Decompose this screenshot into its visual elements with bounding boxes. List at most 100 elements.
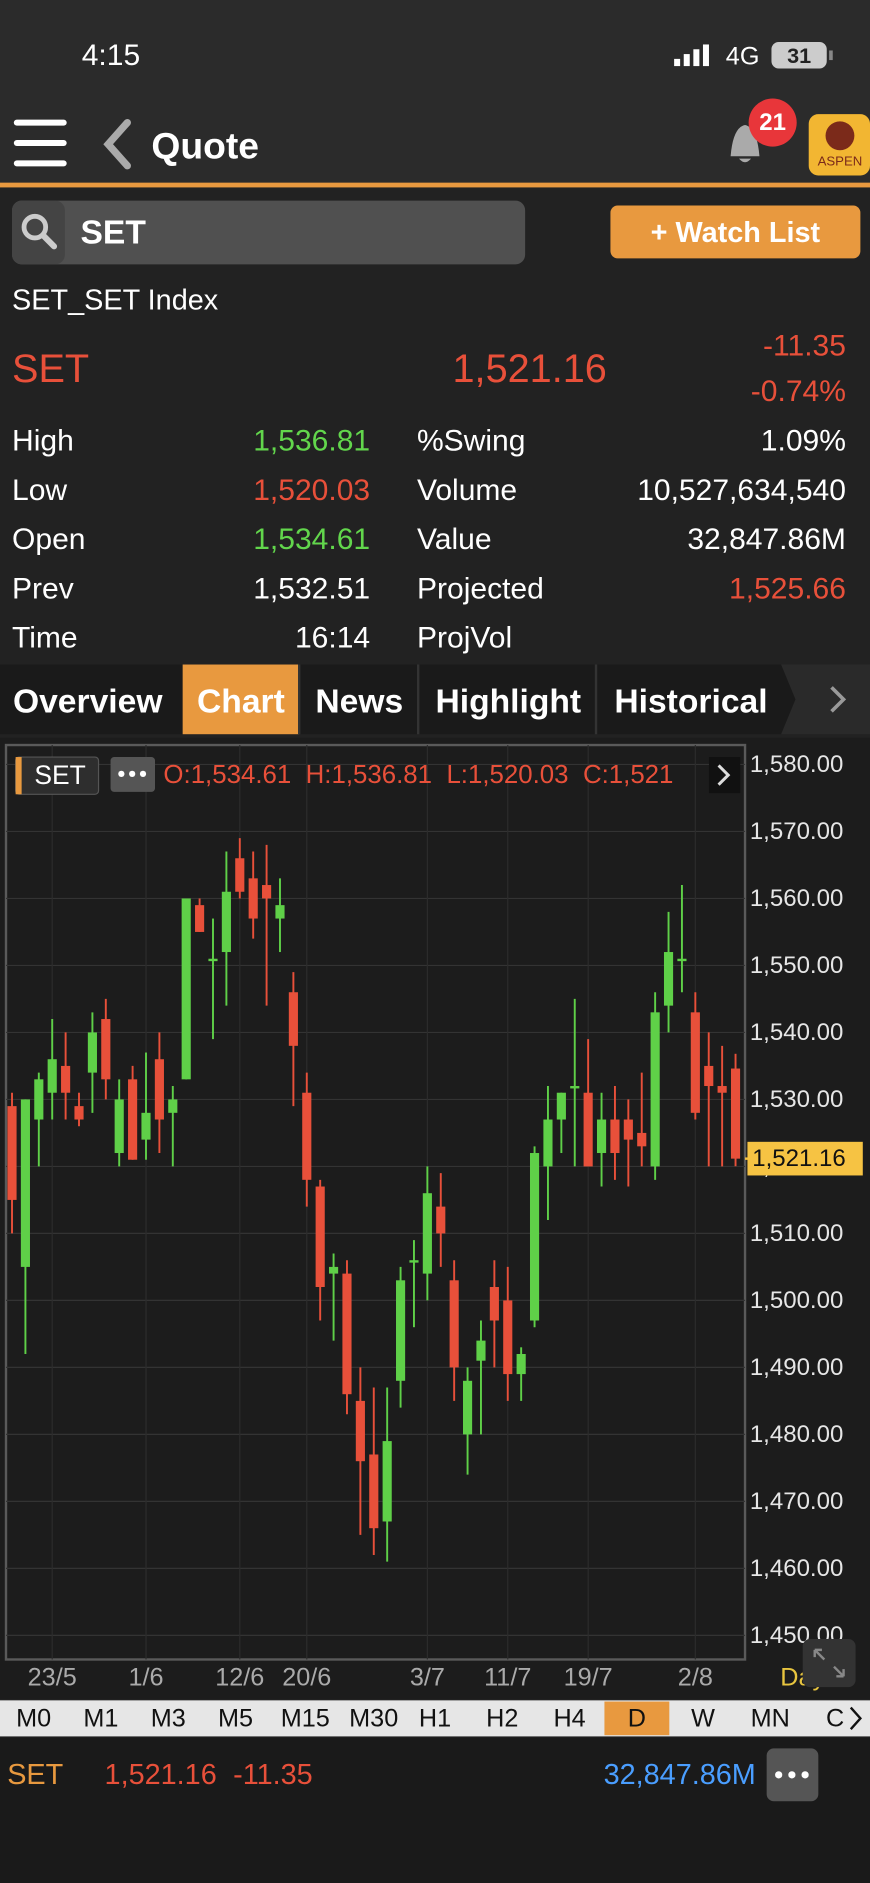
timeframe[interactable]: W <box>691 1704 715 1732</box>
search-box[interactable] <box>12 200 526 265</box>
tab-scroll-bg <box>781 664 870 735</box>
timeframe[interactable]: C <box>826 1704 844 1732</box>
footer-menu-dots <box>775 1771 809 1779</box>
candle-body <box>101 1019 111 1080</box>
timeframe[interactable]: M15 <box>281 1704 330 1732</box>
tab[interactable]: Historical <box>614 683 767 720</box>
candle-body <box>288 992 298 1046</box>
plot-frame <box>4 743 747 1661</box>
logo-text: ASPEN <box>818 154 863 169</box>
stat-label: High <box>12 425 74 458</box>
search-query[interactable]: SET <box>81 215 147 252</box>
tab-scroll-arrow[interactable] <box>830 686 847 713</box>
fullscreen-icon[interactable] <box>802 1639 856 1688</box>
candle-body <box>141 1112 151 1140</box>
menu-button[interactable] <box>13 119 67 167</box>
footer-symbol: SET <box>7 1759 63 1791</box>
candle-body <box>422 1193 432 1274</box>
footer-bg <box>0 1737 870 1883</box>
stat-value: 1.09% <box>761 425 846 458</box>
candle-body <box>476 1340 486 1361</box>
timeframe[interactable]: D <box>628 1704 646 1732</box>
candle-body <box>302 1092 312 1180</box>
candle-body <box>583 1092 593 1167</box>
tab[interactable]: News <box>315 683 403 720</box>
timeframe[interactable]: M3 <box>151 1704 186 1732</box>
y-tick-label: 1,480.00 <box>750 1421 843 1448</box>
tab-active-bg <box>182 664 300 735</box>
candle-body <box>235 858 245 892</box>
candle-body <box>369 1454 379 1529</box>
search-icon <box>21 213 49 241</box>
candle-body <box>556 1092 566 1120</box>
stat-value: 1,520.03 <box>253 474 370 507</box>
candle-body <box>650 1012 660 1167</box>
candle-body <box>623 1119 633 1140</box>
candle-body <box>47 1059 57 1093</box>
timeframe[interactable]: H1 <box>419 1704 451 1732</box>
search-icon-handle <box>40 232 58 250</box>
change-percent: -0.74% <box>751 375 846 408</box>
x-tick-label: 19/7 <box>564 1664 613 1692</box>
stat-label: Volume <box>417 474 517 507</box>
stat-label: Time <box>12 622 78 655</box>
timeframe[interactable]: H2 <box>486 1704 518 1732</box>
chart-symbol: SET <box>34 760 85 790</box>
y-tick-label: 1,460.00 <box>750 1555 843 1582</box>
timeframe-arrow[interactable] <box>849 1706 862 1730</box>
ohlc-value: H:1,536.81 <box>306 761 432 789</box>
candle-body <box>7 1106 17 1200</box>
x-tick-label: 11/7 <box>484 1664 531 1692</box>
stat-label: Low <box>12 474 67 507</box>
ohlc-arrow-bg <box>708 757 741 794</box>
ohlc-value: C:1,521 <box>583 761 673 789</box>
timeframe[interactable]: MN <box>751 1704 790 1732</box>
stat-label: ProjVol <box>417 622 512 655</box>
timeframe[interactable]: H4 <box>553 1704 585 1732</box>
tab[interactable]: Highlight <box>435 683 581 720</box>
timeframe[interactable]: M1 <box>83 1704 118 1732</box>
y-tick-label: 1,510.00 <box>750 1220 843 1247</box>
back-button[interactable] <box>103 118 131 170</box>
last-price: 1,521.16 <box>453 347 607 391</box>
y-tick-label: 1,540.00 <box>750 1019 843 1046</box>
watch-list-button[interactable] <box>610 205 861 259</box>
candle-body <box>690 1012 700 1113</box>
stat-value: 1,536.81 <box>253 425 370 458</box>
badge <box>748 98 797 147</box>
timeframe[interactable]: M5 <box>218 1704 253 1732</box>
y-tick-label: 1,570.00 <box>750 818 843 845</box>
x-tick-label: 1/6 <box>128 1664 163 1692</box>
tab[interactable]: Overview <box>13 683 163 720</box>
logo-globe <box>825 121 855 151</box>
candle-body <box>181 898 191 1080</box>
y-axis: 1,580.00 1,570.00 1,560.00 1,550.00 1,540.00… <box>745 751 863 1649</box>
stat-value: 1,532.51 <box>253 572 370 605</box>
candle-body <box>436 1206 446 1234</box>
timeframe[interactable]: M0 <box>16 1704 51 1732</box>
timeframe[interactable]: M30 <box>349 1704 398 1732</box>
network: 4G <box>726 42 760 70</box>
ohlc-arrow[interactable] <box>717 764 731 786</box>
timeframe-active-bg <box>604 1701 670 1736</box>
candle-body <box>329 1266 339 1274</box>
candle-body <box>677 958 687 962</box>
symbol-chip-bar <box>15 757 22 795</box>
chart-bg <box>0 737 870 1700</box>
ohlc-value: L:1,520.03 <box>446 761 568 789</box>
candle-body <box>596 1119 607 1154</box>
signal-icon <box>674 44 709 67</box>
candle-body <box>409 1260 419 1263</box>
clock: 4:15 <box>82 39 140 72</box>
candle-body <box>529 1153 540 1321</box>
ohlc-legend: O:1,534.61 H:1,536.81 L:1,520.03 C:1,521 <box>163 761 673 789</box>
search-icon-bg <box>12 200 65 265</box>
y-tick-label: 1,560.00 <box>750 885 843 912</box>
candle-body <box>168 1099 178 1113</box>
tab-bar <box>0 664 870 735</box>
ohlc-value: O:1,534.61 <box>163 761 291 789</box>
candle-body <box>315 1186 325 1288</box>
watch-list-label[interactable]: + Watch List <box>651 217 821 249</box>
tab[interactable]: Chart <box>197 683 285 720</box>
